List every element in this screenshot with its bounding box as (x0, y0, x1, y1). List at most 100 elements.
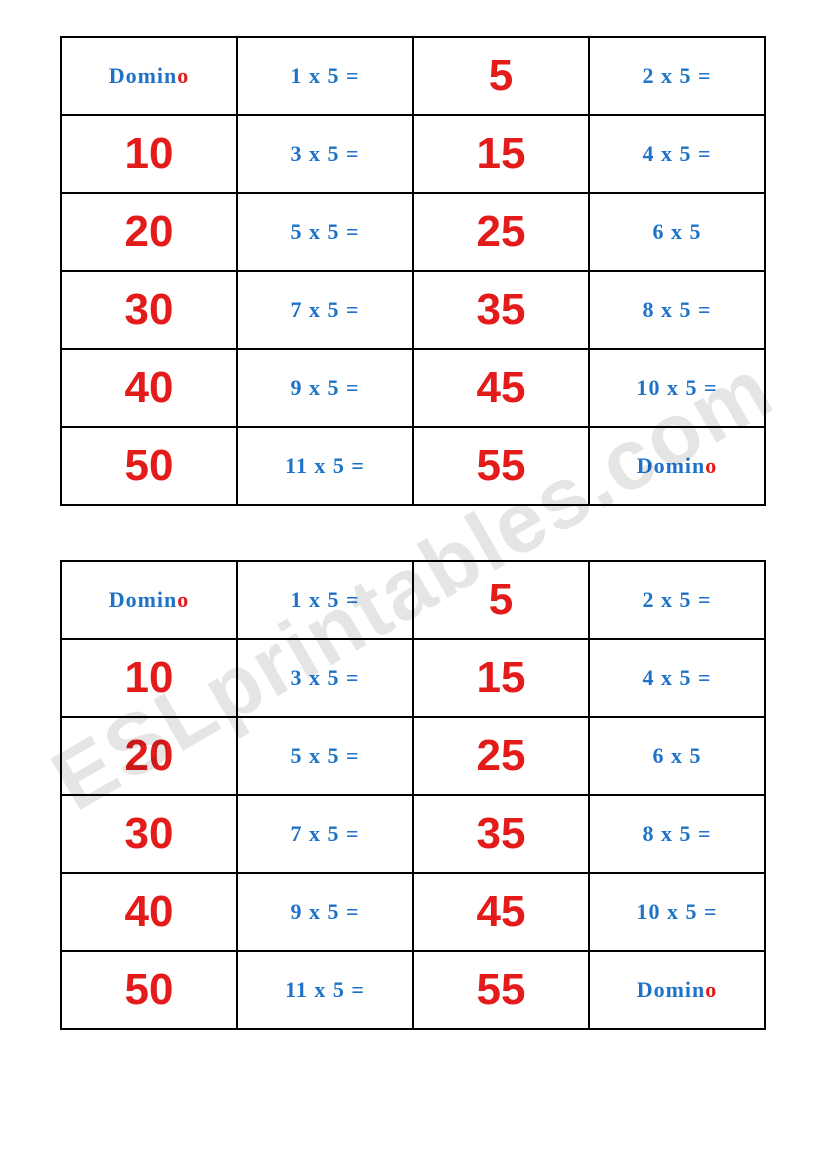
answer-text: 35 (477, 285, 526, 334)
answer-text: 50 (125, 441, 174, 490)
domino-label: Domino (109, 63, 190, 88)
answer-text: 10 (125, 653, 174, 702)
equation-text: 9 x 5 = (290, 899, 359, 924)
answer-text: 40 (125, 887, 174, 936)
table-cell: 40 (61, 873, 237, 951)
answer-text: 15 (477, 129, 526, 178)
table-cell: 10 x 5 = (589, 873, 765, 951)
tables-container: Domino 1 x 5 = 5 2 x 5 = 10 3 x 5 = 15 4 x 5 = 2… (60, 36, 766, 1030)
table-cell: 4 x 5 = (589, 639, 765, 717)
domino-label-o: o (177, 587, 189, 612)
table-cell: 8 x 5 = (589, 271, 765, 349)
table-cell: 55 (413, 951, 589, 1029)
equation-text: 10 x 5 = (636, 899, 717, 924)
table-cell: 1 x 5 = (237, 37, 413, 115)
table-cell: 3 x 5 = (237, 639, 413, 717)
table-cell: 40 (61, 349, 237, 427)
domino-table-1: Domino 1 x 5 = 5 2 x 5 = 10 3 x 5 = 15 4 x 5 = 2… (60, 560, 766, 1030)
table-cell: 50 (61, 951, 237, 1029)
answer-text: 55 (477, 441, 526, 490)
answer-text: 45 (477, 363, 526, 412)
equation-text: 8 x 5 = (642, 821, 711, 846)
table-cell: 10 (61, 115, 237, 193)
equation-text: 2 x 5 = (642, 587, 711, 612)
answer-text: 55 (477, 965, 526, 1014)
table-cell: 45 (413, 873, 589, 951)
answer-text: 20 (125, 207, 174, 256)
equation-text: 2 x 5 = (642, 63, 711, 88)
table-cell: 20 (61, 717, 237, 795)
equation-text: 11 x 5 = (285, 453, 365, 478)
table-row: 30 7 x 5 = 35 8 x 5 = (61, 271, 765, 349)
answer-text: 5 (489, 575, 513, 624)
answer-text: 15 (477, 653, 526, 702)
table-row: 30 7 x 5 =35 8 x 5 = (61, 795, 765, 873)
answer-text: 25 (477, 731, 526, 780)
answer-text: 20 (125, 731, 174, 780)
table-cell: 10 x 5 = (589, 349, 765, 427)
answer-text: 10 (125, 129, 174, 178)
table-cell: 8 x 5 = (589, 795, 765, 873)
table-cell: 45 (413, 349, 589, 427)
domino-label-o: o (705, 453, 717, 478)
table-cell: 20 (61, 193, 237, 271)
answer-text: 25 (477, 207, 526, 256)
table-cell: 55 (413, 427, 589, 505)
table-cell: 9 x 5 = (237, 349, 413, 427)
table-cell: 11 x 5 = (237, 951, 413, 1029)
table-row: 50 11 x 5 = 55 Domino (61, 427, 765, 505)
table-cell: 30 (61, 795, 237, 873)
equation-text: 4 x 5 = (642, 141, 711, 166)
table-cell: Domino (61, 561, 237, 639)
equation-text: 7 x 5 = (290, 297, 359, 322)
domino-table-0: Domino 1 x 5 = 5 2 x 5 = 10 3 x 5 = 15 4 x 5 = 2… (60, 36, 766, 506)
table-cell: 35 (413, 795, 589, 873)
equation-text: 1 x 5 = (290, 587, 359, 612)
answer-text: 5 (489, 51, 513, 100)
equation-text: 9 x 5 = (290, 375, 359, 400)
table-row: 20 5 x 5 = 25 6 x 5 (61, 193, 765, 271)
equation-text: 10 x 5 = (636, 375, 717, 400)
table-row: Domino 1 x 5 = 5 2 x 5 = (61, 561, 765, 639)
table-row: 10 3 x 5 = 15 4 x 5 = (61, 639, 765, 717)
table-cell: 15 (413, 115, 589, 193)
table-row: 20 5 x 5 = 25 6 x 5 (61, 717, 765, 795)
table-row: 40 9 x 5 = 45 10 x 5 = (61, 349, 765, 427)
equation-text: 3 x 5 = (290, 665, 359, 690)
equation-text: 5 x 5 = (290, 219, 359, 244)
domino-label: Domino (637, 977, 718, 1002)
table-cell: 5 (413, 561, 589, 639)
answer-text: 40 (125, 363, 174, 412)
equation-text: 5 x 5 = (290, 743, 359, 768)
table-cell: 6 x 5 (589, 193, 765, 271)
answer-text: 50 (125, 965, 174, 1014)
equation-text: 6 x 5 (653, 743, 702, 768)
table-cell: 5 (413, 37, 589, 115)
table-cell: 3 x 5 = (237, 115, 413, 193)
equation-text: 8 x 5 = (642, 297, 711, 322)
equation-text: 3 x 5 = (290, 141, 359, 166)
table-cell: 5 x 5 = (237, 717, 413, 795)
table-row: 50 11 x 5 = 55 Domino (61, 951, 765, 1029)
table-cell: 9 x 5 = (237, 873, 413, 951)
table-row: 10 3 x 5 = 15 4 x 5 = (61, 115, 765, 193)
domino-label: Domino (637, 453, 718, 478)
table-row: Domino 1 x 5 = 5 2 x 5 = (61, 37, 765, 115)
domino-label-o: o (177, 63, 189, 88)
table-cell: 1 x 5 = (237, 561, 413, 639)
table-cell: 2 x 5 = (589, 37, 765, 115)
table-cell: 30 (61, 271, 237, 349)
domino-label: Domino (109, 587, 190, 612)
answer-text: 45 (477, 887, 526, 936)
equation-text: 4 x 5 = (642, 665, 711, 690)
equation-text: 1 x 5 = (290, 63, 359, 88)
table-cell: 10 (61, 639, 237, 717)
domino-label-o: o (705, 977, 717, 1002)
table-cell: 7 x 5 = (237, 271, 413, 349)
table-row: 40 9 x 5 = 45 10 x 5 = (61, 873, 765, 951)
table-cell: 7 x 5 = (237, 795, 413, 873)
table-cell: 15 (413, 639, 589, 717)
answer-text: 30 (125, 809, 174, 858)
table-cell: 25 (413, 193, 589, 271)
table-cell: Domino (61, 37, 237, 115)
